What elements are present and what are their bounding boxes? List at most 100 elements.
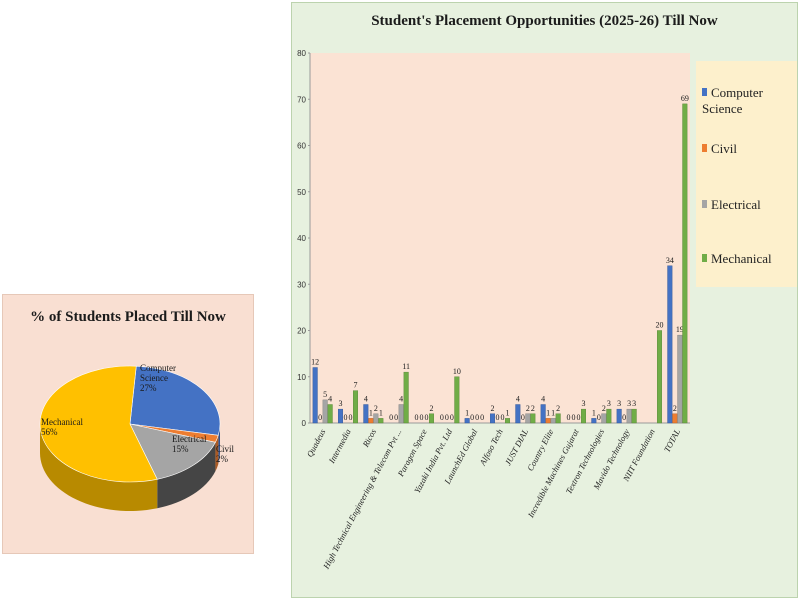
y-tick-label: 40	[297, 234, 306, 243]
bar-value-label: 4	[328, 395, 332, 404]
bar	[353, 390, 359, 424]
bar-value-label: 3	[627, 399, 631, 408]
x-tick-label: Alfoso Tech	[477, 427, 505, 468]
pie-slice-label: Civil 2%	[216, 444, 235, 464]
bar	[601, 413, 607, 424]
bar-value-label: 5	[323, 390, 327, 399]
bar-value-label: 10	[453, 367, 461, 376]
x-tick-label: TOTAL	[662, 427, 683, 454]
bar	[515, 404, 521, 424]
bar-value-label: 2	[531, 404, 535, 413]
legend-label: Civil	[711, 141, 738, 156]
legend-swatch	[702, 200, 707, 208]
pie-slice-side	[215, 435, 219, 472]
bar-value-label: 3	[617, 399, 621, 408]
bar-value-label: 4	[364, 395, 368, 404]
bar	[626, 408, 632, 424]
bar-value-label: 11	[402, 362, 410, 371]
bar-value-label: 0	[521, 413, 525, 422]
pie-slice	[129, 365, 221, 436]
bar-value-label: 0	[349, 413, 353, 422]
bar	[606, 408, 612, 424]
bar	[338, 408, 344, 424]
bar-value-label: 0	[577, 413, 581, 422]
legend-label: Mechanical	[711, 251, 772, 266]
bar	[550, 418, 556, 424]
bar-value-label: 0	[475, 413, 479, 422]
legend-swatch	[702, 254, 707, 262]
legend-label: Computer Science	[702, 85, 763, 116]
bar-value-label: 0	[440, 413, 444, 422]
y-tick-label: 50	[297, 188, 306, 197]
bar-value-label: 4	[399, 395, 403, 404]
bar-value-label: 3	[339, 399, 343, 408]
bar-value-label: 3	[632, 399, 636, 408]
bar-value-label: 0	[394, 413, 398, 422]
bar-value-label: 2	[430, 404, 434, 413]
bar	[667, 265, 673, 424]
bar	[616, 408, 622, 424]
pie-chart-panel: Computer Science 27% Civil 2% Electrical 15% Me…	[2, 294, 254, 554]
pie-slice-label: Mechanical 56%	[41, 417, 83, 437]
bar-value-label: 2	[673, 404, 677, 413]
bar	[378, 418, 384, 424]
bar-value-label: 0	[344, 413, 348, 422]
legend-item-mechanical: Mechanical	[702, 251, 772, 267]
y-tick-label: 20	[297, 327, 306, 336]
bar-value-label: 0	[501, 413, 505, 422]
y-tick-label: 30	[297, 280, 306, 289]
legend-item-civil: Civil	[702, 141, 737, 157]
x-tick-label: Intermedia	[326, 427, 353, 466]
bar	[363, 404, 369, 424]
bar-value-label: 1	[592, 408, 596, 417]
pie-slice-side	[157, 442, 216, 509]
bar	[672, 413, 678, 424]
bar-value-label: 0	[622, 413, 626, 422]
bar-value-label: 1	[546, 408, 550, 417]
bar-value-label: 2	[526, 404, 530, 413]
bar-value-label: 0	[445, 413, 449, 422]
bar-value-label: 34	[666, 256, 674, 265]
pie-slice	[39, 365, 158, 483]
bar-value-label: 69	[681, 94, 689, 103]
pie-slice-side	[40, 424, 158, 511]
bar	[504, 418, 510, 424]
bar	[530, 413, 536, 424]
bar-value-label: 0	[470, 413, 474, 422]
bar	[322, 399, 328, 424]
bar	[398, 404, 404, 424]
bar-value-label: 2	[374, 404, 378, 413]
bar-value-label: 20	[656, 321, 664, 330]
bar-value-label: 0	[318, 413, 322, 422]
bar	[525, 413, 531, 424]
pie-slice-label: Computer Science 27%	[140, 363, 176, 393]
bar-value-label: 1	[465, 408, 469, 417]
bar-value-label: 19	[676, 325, 684, 334]
bar	[581, 408, 587, 424]
bar-chart-legend: Computer Science Civil Electrical Mechan…	[696, 61, 797, 287]
bar-value-label: 1	[369, 408, 373, 417]
bar-chart-panel: 0 10 20 30 40 50 60 70 80 12 0 5 4 Quadeus 3 0 0 7 Interme…	[291, 2, 798, 598]
bar-value-label: 1	[379, 408, 383, 417]
bar	[591, 418, 597, 424]
y-tick-label: 70	[297, 95, 306, 104]
legend-item-computer-science: Computer Science	[702, 85, 797, 117]
bar	[464, 418, 470, 424]
plot-area	[310, 53, 690, 423]
x-tick-label: Ricos	[360, 427, 378, 450]
bar-value-label: 4	[516, 395, 520, 404]
y-tick-label: 60	[297, 142, 306, 151]
bar	[555, 413, 561, 424]
bar-value-label: 0	[450, 413, 454, 422]
bar-value-label: 4	[541, 395, 545, 404]
bar-value-label: 2	[556, 404, 560, 413]
bar-value-label: 3	[607, 399, 611, 408]
bar	[677, 334, 683, 424]
bar	[489, 413, 495, 424]
bar	[403, 371, 409, 424]
pie-slice	[129, 423, 216, 480]
bar-value-label: 0	[572, 413, 576, 422]
bar-chart-title: Student's Placement Opportunities (2025-…	[371, 13, 718, 29]
bar-value-label: 0	[425, 413, 429, 422]
